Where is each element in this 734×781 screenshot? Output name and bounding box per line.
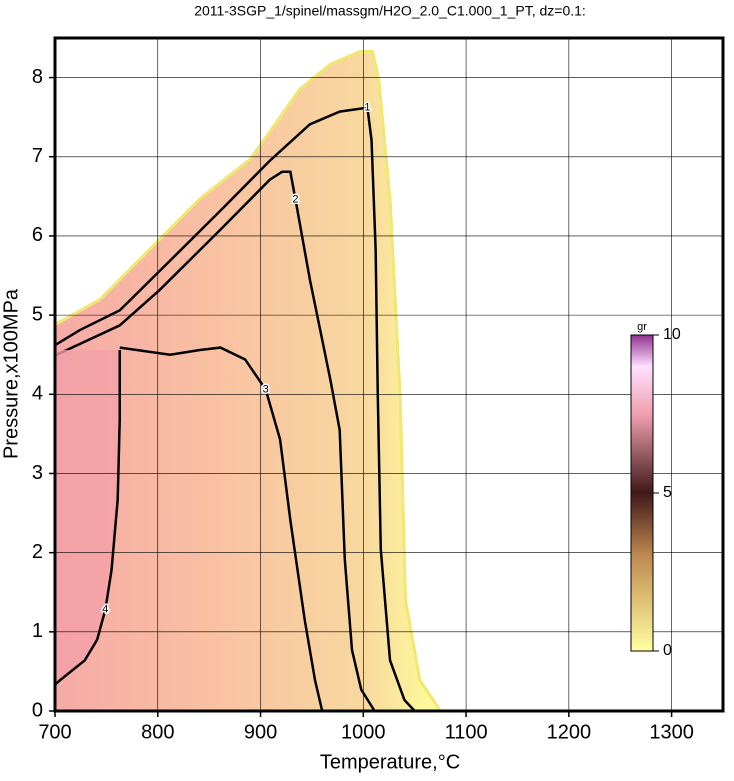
contour-line [54, 106, 416, 712]
y-tick-label: 3 [32, 462, 43, 484]
contour-label: 2 [292, 193, 298, 205]
plot-frame [53, 36, 725, 713]
y-tick-label: 2 [32, 541, 43, 563]
colorbar [630, 334, 654, 652]
colorbar-tick-label: 0 [663, 642, 672, 659]
inner-fill [55, 349, 120, 685]
x-tick-label: 800 [141, 721, 174, 743]
y-tick-label: 4 [32, 383, 43, 405]
y-axis-label: Pressure,x100MPa [0, 288, 22, 459]
y-tick-label: 8 [32, 66, 43, 88]
contour-label: 1 [364, 102, 370, 114]
contour-label: 4 [102, 604, 108, 616]
y-tick-label: 5 [32, 303, 43, 325]
y-tick-label: 1 [32, 620, 43, 642]
colorbar-tick-label: 5 [663, 484, 672, 501]
colorbar-tick-label: 10 [663, 326, 681, 343]
x-tick-label: 1300 [649, 721, 694, 743]
x-tick-label: 900 [244, 721, 277, 743]
y-tick-label: 6 [32, 224, 43, 246]
contour-label: 3 [263, 383, 269, 395]
x-tick-label: 1000 [341, 721, 386, 743]
colorbar-label: gr [637, 321, 647, 333]
x-tick-label: 700 [38, 721, 71, 743]
x-tick-label: 1100 [445, 721, 488, 743]
contour-line [119, 346, 324, 712]
contour-line [54, 349, 121, 686]
x-tick-label: 1200 [547, 721, 592, 743]
y-tick-label: 0 [32, 699, 43, 721]
y-tick-label: 7 [32, 145, 43, 167]
chart-title: 2011-3SGP_1/spinel/massgm/H2O_2.0_C1.000… [194, 3, 586, 19]
contour-line [54, 170, 376, 712]
x-axis-label: Temperature,°C [320, 751, 460, 773]
